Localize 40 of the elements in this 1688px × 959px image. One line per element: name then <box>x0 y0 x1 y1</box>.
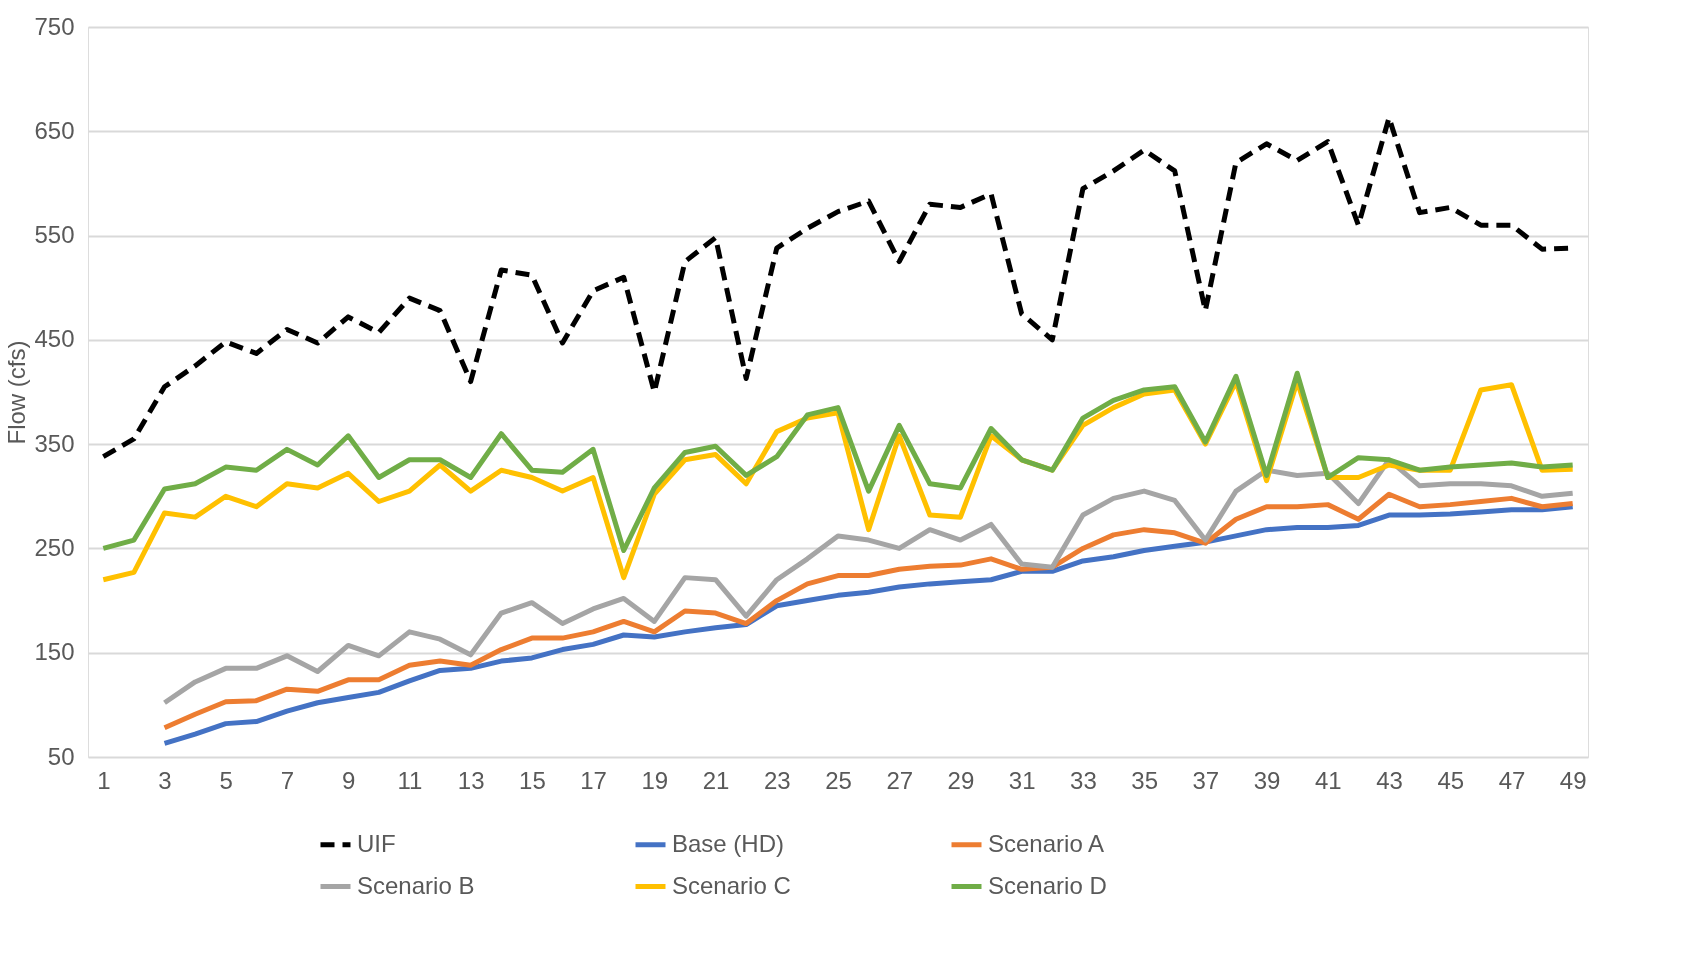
x-tick-label: 29 <box>947 766 975 794</box>
x-tick-label: 27 <box>886 766 914 794</box>
x-tick-label: 13 <box>457 766 485 794</box>
x-tick-label: 9 <box>342 766 356 794</box>
x-tick-label: 7 <box>280 766 295 794</box>
x-tick-label: 39 <box>1253 766 1281 794</box>
x-tick-label: 5 <box>219 766 233 794</box>
x-tick-label: 49 <box>1559 766 1587 794</box>
y-tick-label: 650 <box>34 116 75 144</box>
x-tick-label: 43 <box>1376 766 1403 794</box>
y-tick-label: 450 <box>34 325 75 353</box>
x-tick-label: 37 <box>1192 766 1220 794</box>
x-tick-label: 25 <box>825 766 852 794</box>
y-axis-title: Flow (cfs) <box>3 340 31 445</box>
x-tick-label: 3 <box>158 766 172 794</box>
y-tick-label: 550 <box>34 221 75 249</box>
y-tick-label: 750 <box>34 12 75 40</box>
x-tick-label: 35 <box>1131 766 1158 794</box>
y-tick-label: 350 <box>34 429 75 457</box>
x-tick-label: 21 <box>702 766 730 794</box>
x-tick-label: 33 <box>1070 766 1097 794</box>
x-tick-label: 23 <box>763 766 791 794</box>
legend-label: Scenario A <box>988 829 1105 857</box>
x-tick-label: 11 <box>397 766 423 794</box>
x-tick-label: 45 <box>1437 766 1465 794</box>
legend-label: Scenario D <box>988 871 1107 899</box>
x-tick-label: 47 <box>1498 766 1526 794</box>
x-tick-label: 31 <box>1008 766 1036 794</box>
y-tick-label: 50 <box>47 742 75 770</box>
legend-label: Base (HD) <box>672 829 785 857</box>
x-tick-label: 15 <box>519 766 546 794</box>
x-tick-label: 41 <box>1314 766 1342 794</box>
x-tick-label: 17 <box>580 766 607 794</box>
y-tick-label: 250 <box>34 533 75 561</box>
legend-label: UIF <box>357 829 396 857</box>
legend-label: Scenario C <box>672 871 791 899</box>
y-tick-label: 150 <box>34 638 75 666</box>
x-tick-label: 1 <box>97 766 111 794</box>
legend-label: Scenario B <box>357 871 475 899</box>
x-tick-label: 19 <box>641 766 669 794</box>
